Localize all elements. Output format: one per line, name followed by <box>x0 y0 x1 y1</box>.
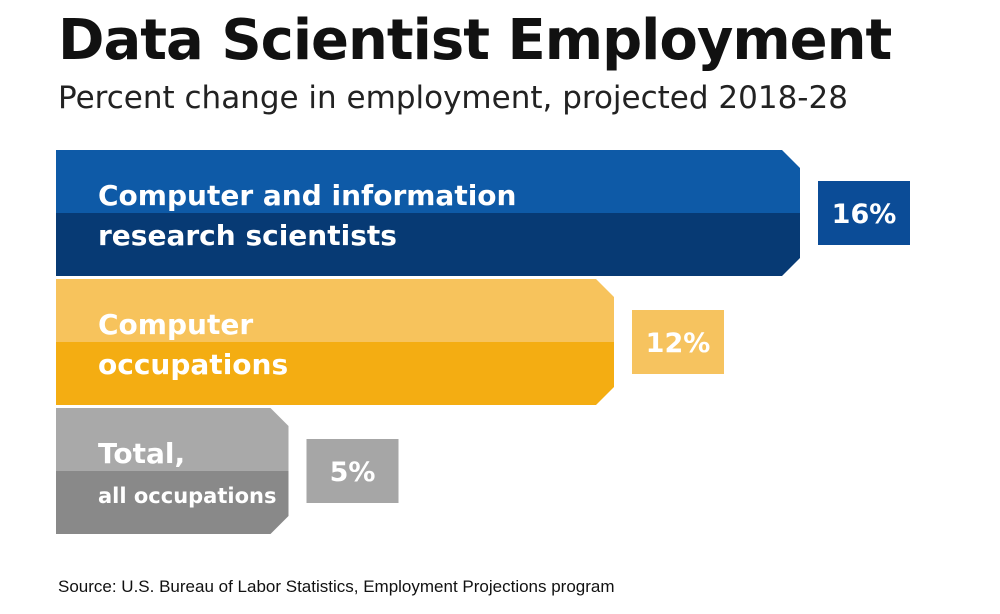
value-label: 12% <box>646 328 711 359</box>
bar-group: Total, all occupations 5% <box>56 408 399 534</box>
bar-label: Computer and information <box>98 179 516 212</box>
value-label: 16% <box>832 199 897 230</box>
bar-bottom <box>56 471 289 534</box>
value-label: 5% <box>330 457 376 488</box>
source-note: Source: U.S. Bureau of Labor Statistics,… <box>58 577 615 596</box>
bar-top <box>56 408 289 471</box>
bar-label: research scientists <box>98 219 397 252</box>
bar-label: Computer <box>98 308 253 341</box>
bar-group: Computer occupations 12% <box>56 279 724 405</box>
bar-chart: Computer and information research scienti… <box>56 150 910 534</box>
bar-label: occupations <box>98 348 288 381</box>
value-box <box>306 439 399 503</box>
bar-bottom <box>56 213 800 276</box>
chart-title: Data Scientist Employment <box>58 8 892 73</box>
value-box <box>818 181 910 245</box>
bar-top <box>56 150 800 213</box>
bar-label: Total, <box>98 437 185 470</box>
bar-top <box>56 279 614 342</box>
value-box <box>632 310 724 374</box>
bar-label: all occupations <box>98 484 276 508</box>
chart-subtitle: Percent change in employment, projected … <box>58 80 848 116</box>
bar-group: Computer and information research scienti… <box>56 150 910 276</box>
bar-bottom <box>56 342 614 405</box>
